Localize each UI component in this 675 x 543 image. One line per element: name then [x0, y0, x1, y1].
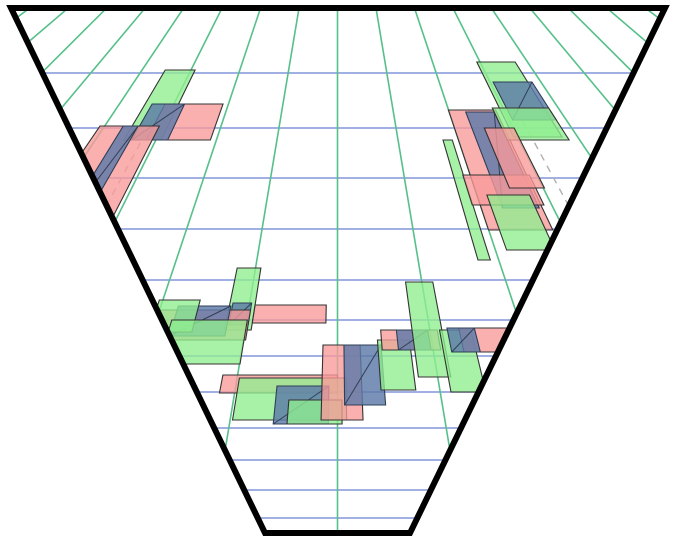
- box-diagonal: [451, 327, 475, 353]
- overlay-box-green: [442, 139, 492, 261]
- beam-gridline-11: [447, 8, 665, 533]
- beam-gridline-16: [631, 8, 665, 533]
- beam-gridline-14: [557, 8, 665, 533]
- beam-gridline-4: [11, 8, 191, 533]
- sector-outline: [6, 5, 670, 536]
- box-diagonal: [344, 344, 382, 406]
- beam-gridline-13: [520, 8, 665, 533]
- beam-gridline-3: [11, 8, 155, 533]
- dashed-guide-1: [521, 119, 665, 431]
- overlay-box-pink: [251, 304, 327, 324]
- box-diagonal: [11, 231, 58, 393]
- overlay-box-pink: [483, 127, 546, 189]
- beam-gridline-2: [11, 8, 118, 533]
- overlay-box-blue: [343, 344, 387, 406]
- overlay-box-blue: [11, 231, 59, 393]
- beam-gridline-15: [594, 8, 665, 533]
- beam-gridline-0: [11, 8, 44, 533]
- beam-gridline-5: [11, 8, 228, 533]
- beam-gridline-9: [373, 8, 467, 533]
- beam-gridline-1: [11, 8, 81, 533]
- beam-gridline-12: [484, 8, 665, 533]
- overlay-box-pink: [11, 229, 78, 361]
